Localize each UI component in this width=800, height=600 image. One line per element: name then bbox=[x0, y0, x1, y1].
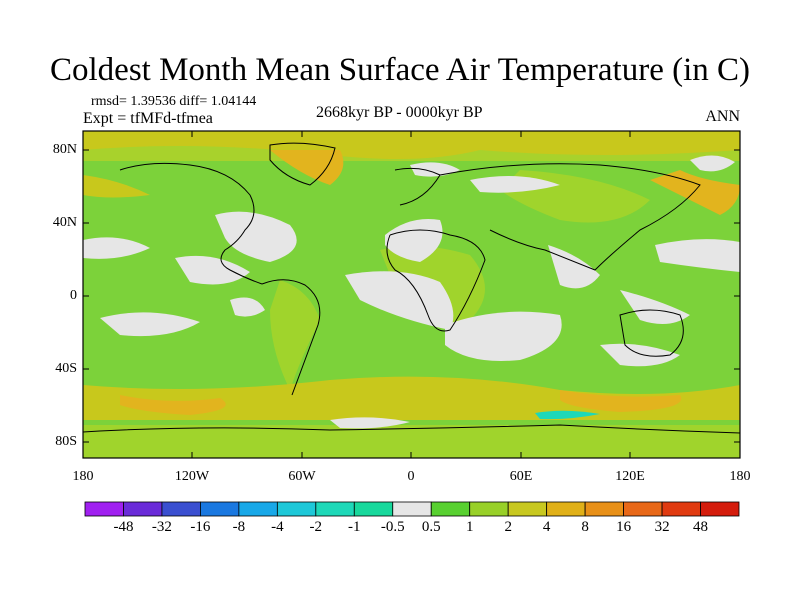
colorbar-label: -48 bbox=[113, 519, 134, 535]
colorbar-label: -8 bbox=[232, 519, 246, 535]
coast-africa bbox=[386, 229, 486, 332]
field-south-america bbox=[270, 280, 320, 390]
colorbar-swatch bbox=[507, 501, 548, 517]
lon-label-120e: 120E bbox=[615, 469, 645, 484]
colorbar-swatch bbox=[700, 501, 740, 517]
colorbar-swatch bbox=[661, 501, 701, 517]
coast-asia bbox=[439, 163, 701, 271]
colorbar-label: -2 bbox=[309, 519, 323, 535]
colorbar-label: -16 bbox=[190, 519, 211, 535]
lat-label-0: 0 bbox=[70, 288, 77, 303]
colorbar-swatch bbox=[315, 501, 355, 517]
colorbar-label: -1 bbox=[348, 519, 361, 535]
field-arctic-yellow bbox=[83, 131, 740, 159]
colorbar-label: 8 bbox=[581, 519, 589, 535]
colorbar-label: 2 bbox=[504, 519, 512, 535]
lon-label-60w: 60W bbox=[288, 469, 316, 484]
field-npacific-warm bbox=[650, 170, 740, 215]
colorbar-swatch bbox=[84, 501, 124, 517]
colorbar-swatch bbox=[430, 501, 471, 517]
lat-label-80s: 80S bbox=[55, 434, 77, 449]
colorbar-swatch bbox=[353, 501, 394, 517]
colorbar-swatch bbox=[584, 501, 624, 517]
colorbar-label: 4 bbox=[542, 519, 551, 535]
lat-label-40s: 40S bbox=[55, 361, 77, 376]
lon-ticks bbox=[191, 131, 631, 458]
field-so-warm-2 bbox=[560, 390, 682, 412]
colorbar-label: 32 bbox=[654, 519, 670, 535]
field-cold-patch bbox=[535, 410, 600, 420]
colorbar-label: -0.5 bbox=[380, 519, 405, 535]
coast-australia bbox=[619, 309, 684, 357]
lon-label-120w: 120W bbox=[174, 469, 210, 484]
lon-label-180w: 180 bbox=[72, 469, 94, 484]
season-label: ANN bbox=[705, 108, 740, 125]
colorbar-label: -4 bbox=[271, 519, 284, 535]
temperature-field bbox=[83, 131, 740, 458]
field-greenland-warm bbox=[270, 150, 344, 185]
colorbar-swatch bbox=[200, 501, 240, 517]
lat-label-40n: 40N bbox=[52, 215, 77, 230]
colorbar-label: 1 bbox=[465, 519, 474, 535]
lat-label-80n: 80N bbox=[52, 142, 77, 157]
colorbar-swatch bbox=[392, 501, 432, 517]
lat-ticks bbox=[83, 149, 740, 443]
coast-antarctica bbox=[83, 424, 740, 434]
colorbar-label: 16 bbox=[616, 519, 632, 535]
colorbar-swatch bbox=[238, 501, 278, 517]
colorbar-label: 0.5 bbox=[421, 519, 441, 535]
field-alaska-warm bbox=[83, 175, 150, 198]
near-zero-regions bbox=[83, 155, 740, 429]
lon-label-0: 0 bbox=[407, 469, 415, 484]
coastlines bbox=[83, 142, 740, 434]
lon-label-60e: 60E bbox=[509, 469, 533, 484]
field-southern-ocean bbox=[83, 376, 740, 420]
colorbar-swatch bbox=[161, 501, 201, 517]
colorbar-swatch bbox=[123, 501, 163, 517]
colorbar-label: 48 bbox=[693, 519, 708, 535]
colorbar-swatch bbox=[276, 501, 317, 517]
period-label: 2668kyr BP - 0000kyr BP bbox=[316, 104, 483, 121]
colorbar-swatch bbox=[469, 501, 509, 517]
coast-north-america bbox=[119, 162, 263, 285]
experiment-label: Expt = tfMFd-tfmea bbox=[83, 110, 213, 127]
colorbar-label: -32 bbox=[151, 519, 172, 535]
coast-south-america bbox=[261, 279, 321, 396]
colorbar-swatch bbox=[623, 501, 663, 517]
colorbar-swatch bbox=[546, 501, 586, 517]
field-so-warm-1 bbox=[120, 395, 226, 415]
coast-greenland bbox=[269, 142, 336, 186]
colorbar bbox=[84, 501, 740, 517]
lon-label-180e: 180 bbox=[729, 469, 751, 484]
stats-label: rmsd= 1.39536 diff= 1.04144 bbox=[91, 94, 257, 109]
map-title: Coldest Month Mean Surface Air Temperatu… bbox=[50, 52, 750, 88]
